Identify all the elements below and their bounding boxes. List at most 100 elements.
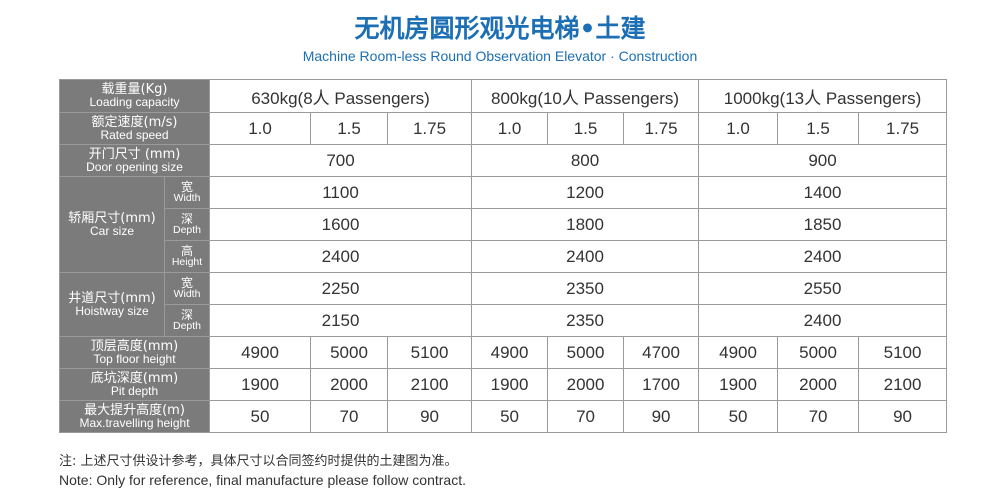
label-cn: 宽 (181, 275, 194, 290)
cell-top-floor: 5000 (310, 336, 389, 369)
cell-top-floor: 5100 (387, 336, 473, 369)
cell-top-floor: 4900 (209, 336, 312, 369)
cell-top-floor: 4900 (471, 336, 549, 369)
cell-travel: 90 (623, 400, 700, 433)
label-en: Width (173, 287, 201, 300)
row-door-opening: 开门尺寸 (mm) Door opening size 700 800 900 (58, 144, 948, 177)
row-car-depth: 深 Depth 1600 1800 1850 (60, 208, 948, 241)
row-car-height: 高 Height 2400 2400 2400 (60, 240, 948, 273)
cell-speed: 1.5 (310, 112, 389, 145)
row-rated-speed: 额定速度(m/s) Rated speed 1.0 1.5 1.75 1.0 1… (58, 112, 948, 145)
cell-travel: 90 (387, 400, 473, 433)
cell-speed: 1.5 (777, 112, 860, 145)
cell-travel: 50 (209, 400, 312, 433)
cell-pit: 1900 (209, 368, 312, 401)
cell-speed: 1.75 (623, 112, 700, 145)
label-cn: 最大提升高度(m) (84, 402, 185, 418)
cell-travel: 70 (547, 400, 625, 433)
cell-pit: 1700 (623, 368, 700, 401)
cell-top-floor: 5100 (858, 336, 948, 369)
header-door-opening: 开门尺寸 (mm) Door opening size (58, 144, 211, 177)
row-loading-capacity: 载重量(Kg) Loading capacity 630kg(8人 Passen… (58, 79, 948, 113)
label-cn: 轿厢尺寸(mm) (68, 210, 156, 226)
cell-top-floor: 5000 (547, 336, 625, 369)
footnote-chinese: 注: 上述尺寸供设计参考，具体尺寸以合同签约时提供的土建图为准。 (59, 454, 458, 469)
cell-load-800: 800kg(10人 Passengers) (471, 79, 700, 113)
cell-top-floor: 5000 (777, 336, 860, 369)
cell-speed: 1.75 (858, 112, 948, 145)
cell-car-width: 1400 (698, 176, 948, 209)
cell-pit: 1900 (698, 368, 779, 401)
title-english: Machine Room-less Round Observation Elev… (302, 48, 698, 64)
label-en: Car size (89, 223, 134, 238)
row-hoistway-width: 井道尺寸(mm) Hoistway size 宽 Width 2250 2350… (59, 272, 948, 337)
cell-speed: 1.5 (547, 112, 625, 145)
title-chinese: 无机房圆形观光电梯•土建 (354, 14, 646, 43)
label-cn: 深 (181, 211, 194, 226)
label-cn: 开门尺寸 (mm) (88, 146, 181, 162)
row-top-floor-height: 顶层高度(mm) Top floor height 4900 5000 5100… (58, 336, 948, 369)
label-en: Depth (172, 319, 202, 332)
label-en: Loading capacity (89, 95, 180, 109)
cell-car-depth: 1800 (471, 208, 700, 241)
cell-speed: 1.0 (209, 112, 312, 145)
cell-door: 700 (209, 144, 473, 177)
subheader-hoistway-width: 宽 Width (163, 272, 211, 305)
label-cn: 井道尺寸(mm) (68, 290, 156, 306)
label-cn: 载重量(Kg) (101, 82, 168, 97)
subheader-car-height: 高 Height (163, 240, 211, 273)
cell-hoistway-width: 2250 (209, 272, 473, 305)
header-car-size: 轿厢尺寸(mm) Car size (59, 176, 165, 273)
row-max-travelling-height: 最大提升高度(m) Max.travelling height 50 70 90… (58, 400, 948, 433)
cell-travel: 50 (471, 400, 549, 433)
cell-hoistway-width: 2550 (698, 272, 948, 305)
label-en: Max.travelling height (79, 415, 190, 430)
cell-hoistway-depth: 2400 (698, 304, 948, 337)
cell-speed: 1.0 (471, 112, 549, 145)
cell-travel: 90 (858, 400, 948, 433)
header-hoistway-size: 井道尺寸(mm) Hoistway size (59, 272, 165, 337)
label-en: Depth (172, 223, 202, 236)
label-en: Hoistway size (75, 303, 149, 318)
label-en: Top floor height (93, 351, 176, 366)
subheader-car-width: 宽 Width (163, 176, 211, 209)
subheader-car-depth: 深 Depth (163, 208, 211, 241)
cell-car-depth: 1600 (209, 208, 473, 241)
page-title: 无机房圆形观光电梯•土建 Machine Room-less Round Obs… (0, 14, 1000, 66)
cell-hoistway-width: 2350 (471, 272, 700, 305)
spec-table: 载重量(Kg) Loading capacity 630kg(8人 Passen… (58, 79, 948, 433)
label-en: Height (171, 255, 203, 268)
cell-hoistway-depth: 2150 (209, 304, 473, 337)
cell-load-630: 630kg(8人 Passengers) (209, 79, 473, 113)
label-cn: 深 (181, 307, 194, 322)
label-en: Rated speed (100, 127, 169, 142)
header-pit-depth: 底坑深度(mm) Pit depth (58, 368, 211, 401)
row-hoistway-depth: 深 Depth 2150 2350 2400 (60, 304, 948, 337)
cell-pit: 1900 (471, 368, 549, 401)
label-en: Pit depth (110, 383, 159, 398)
label-cn: 宽 (181, 179, 194, 194)
cell-speed: 1.0 (698, 112, 779, 145)
cell-pit: 2000 (547, 368, 625, 401)
footnote: 注: 上述尺寸供设计参考，具体尺寸以合同签约时提供的土建图为准。 Note: O… (59, 453, 466, 489)
cell-top-floor: 4700 (623, 336, 700, 369)
cell-pit: 2000 (777, 368, 860, 401)
cell-door: 800 (471, 144, 700, 177)
label-cn: 额定速度(m/s) (91, 114, 178, 130)
footnote-english: Note: Only for reference, final manufact… (59, 472, 466, 488)
cell-pit: 2100 (387, 368, 473, 401)
header-top-floor-height: 顶层高度(mm) Top floor height (58, 336, 211, 369)
header-max-travelling-height: 最大提升高度(m) Max.travelling height (58, 400, 211, 433)
cell-pit: 2000 (310, 368, 389, 401)
label-cn: 高 (181, 243, 194, 258)
cell-top-floor: 4900 (698, 336, 779, 369)
cell-pit: 2100 (858, 368, 948, 401)
row-car-width: 轿厢尺寸(mm) Car size 宽 Width 1100 1200 1400 (59, 176, 948, 273)
cell-hoistway-depth: 2350 (471, 304, 700, 337)
row-pit-depth: 底坑深度(mm) Pit depth 1900 2000 2100 1900 2… (58, 368, 948, 401)
cell-travel: 70 (777, 400, 860, 433)
cell-car-depth: 1850 (698, 208, 948, 241)
label-cn: 底坑深度(mm) (90, 370, 179, 386)
cell-car-height: 2400 (209, 240, 473, 273)
cell-door: 900 (698, 144, 948, 177)
